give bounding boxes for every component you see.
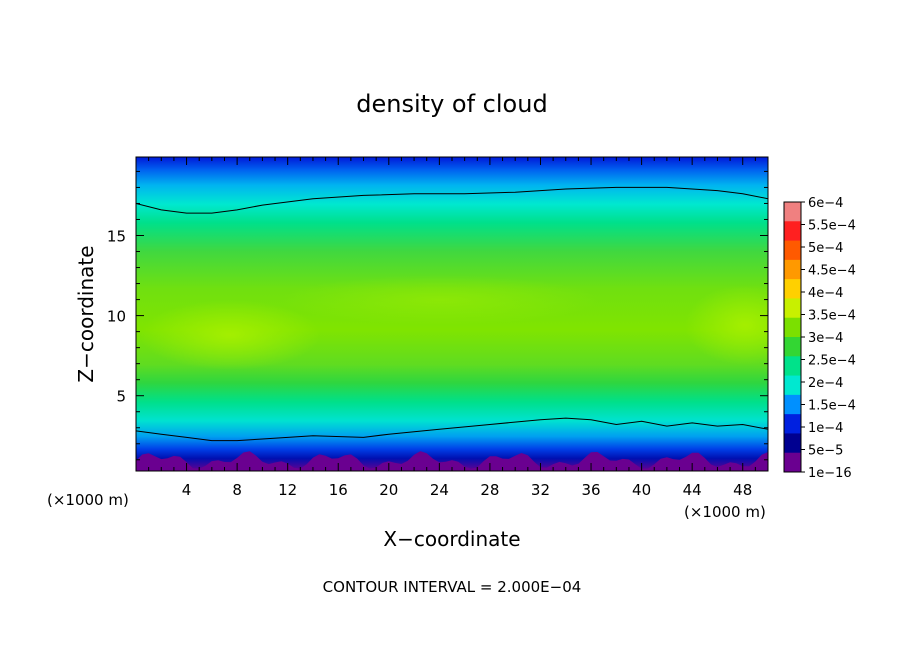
- colorbar-segment: [784, 356, 801, 377]
- low-density-band: [136, 451, 768, 471]
- y-tick-label: 5: [116, 388, 126, 406]
- colorbar-label: 4e−4: [808, 286, 843, 301]
- colorbar-segment: [784, 433, 801, 454]
- colorbar-label: 4.5e−4: [808, 264, 856, 279]
- y-axis-label: Z−coordinate: [74, 245, 98, 382]
- colorbar-segment: [784, 240, 801, 261]
- contour-line: [136, 417, 768, 442]
- x-tick-label: 4: [182, 481, 192, 499]
- x-tick-label: 8: [232, 481, 242, 499]
- x-axis-label: X−coordinate: [383, 527, 520, 551]
- x-unit-right: (×1000 m): [684, 503, 766, 521]
- colorbar-segment: [784, 337, 801, 357]
- density-maximum-left: [140, 300, 320, 370]
- colorbar-label: 5e−5: [808, 444, 843, 459]
- colorbar-label: 3e−4: [808, 331, 843, 346]
- colorbar-segment: [784, 259, 801, 280]
- x-unit-left: (×1000 m): [47, 491, 129, 509]
- x-tick-label: 44: [683, 481, 702, 499]
- colorbar-label: 1e−4: [808, 421, 843, 436]
- y-tick-label: 15: [107, 228, 126, 246]
- bottom-purple-band: [136, 451, 768, 471]
- colorbar-label: 1e−16: [808, 466, 852, 481]
- colorbar-label: 2e−4: [808, 376, 843, 391]
- chart-title: density of cloud: [356, 90, 547, 118]
- x-tick-label: 24: [430, 481, 449, 499]
- x-tick-label: 32: [531, 481, 550, 499]
- density-maximum-center: [280, 275, 600, 325]
- plot-area: [136, 157, 768, 471]
- colorbar-label: 6e−4: [808, 196, 843, 211]
- colorbar-label: 3.5e−4: [808, 309, 856, 324]
- contour-lines: [136, 186, 768, 442]
- colorbar: 6e−4 5.5e−4 5e−4 4.5e−4 4e−4 3.5e−4 3e−4 2.5e−4…: [783, 196, 856, 481]
- colorbar-segment: [784, 375, 801, 396]
- colorbar-segment: [784, 279, 801, 299]
- x-tick-label: 12: [278, 481, 297, 499]
- colorbar-segment: [784, 317, 801, 338]
- x-tick-label: 40: [632, 481, 651, 499]
- density-maximum-right: [685, 285, 768, 365]
- x-tick-label: 48: [733, 481, 752, 499]
- x-tick-label: 28: [480, 481, 499, 499]
- x-tick-label: 20: [379, 481, 398, 499]
- x-tick-label: 36: [581, 481, 600, 499]
- contour-interval-note: CONTOUR INTERVAL = 2.000E−04: [323, 578, 582, 596]
- colorbar-segment: [784, 452, 801, 473]
- colorbar-label: 2.5e−4: [808, 354, 856, 369]
- y-axis: 5 10 15: [107, 170, 768, 461]
- y-tick-label: 10: [107, 308, 126, 326]
- colorbar-label: 5e−4: [808, 241, 843, 256]
- colorbar-segment: [784, 202, 801, 222]
- colorbar-segment: [784, 221, 801, 242]
- colorbar-segment: [784, 298, 801, 319]
- x-tick-label: 16: [329, 481, 348, 499]
- colorbar-label: 5.5e−4: [808, 219, 856, 234]
- x-axis: 4 8 12 16 20 24 28 32 36 40 44 48: [148, 157, 756, 499]
- colorbar-segment: [784, 414, 801, 434]
- colorbar-label: 1.5e−4: [808, 399, 856, 414]
- contour-line: [136, 186, 768, 214]
- colorbar-segment: [784, 394, 801, 415]
